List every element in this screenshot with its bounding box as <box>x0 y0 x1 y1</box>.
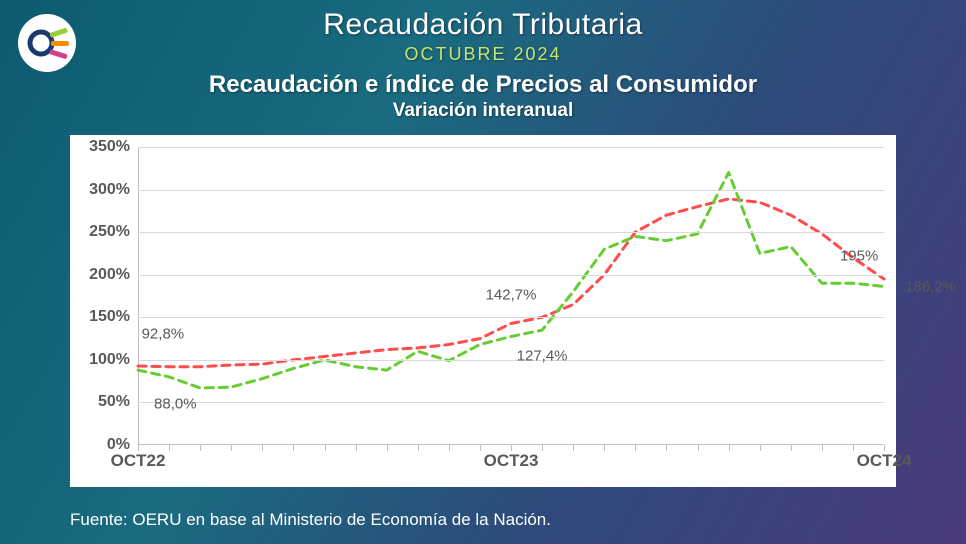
chart-annotation: 195% <box>840 247 878 264</box>
chart-container: 0%50%100%150%200%250%300%350%OCT22OCT23O… <box>70 135 896 487</box>
chart-annotation: 127,4% <box>517 347 568 364</box>
chart-plot-area: 0%50%100%150%200%250%300%350%OCT22OCT23O… <box>138 147 884 445</box>
series-recaudacion <box>138 173 884 389</box>
chart-title: Recaudación e índice de Precios al Consu… <box>0 71 966 99</box>
x-tickmark <box>200 445 201 451</box>
x-tickmark <box>387 445 388 451</box>
x-tickmark <box>169 445 170 451</box>
x-tickmark <box>729 445 730 451</box>
x-tickmark <box>822 445 823 451</box>
x-tickmark <box>231 445 232 451</box>
y-tick-label: 150% <box>89 308 130 326</box>
x-tickmark <box>666 445 667 451</box>
gridline <box>138 402 884 403</box>
x-tickmark <box>791 445 792 451</box>
gridline <box>138 232 884 233</box>
gridline <box>138 317 884 318</box>
logo-icon <box>24 20 70 66</box>
logo <box>18 14 76 72</box>
x-tick-label: OCT24 <box>857 451 912 471</box>
slide: Recaudación Tributaria OCTUBRE 2024 Reca… <box>0 0 966 544</box>
y-tick-label: 200% <box>89 266 130 284</box>
header: Recaudación Tributaria OCTUBRE 2024 Reca… <box>0 0 966 122</box>
x-tickmark <box>480 445 481 451</box>
chart-annotation: 88,0% <box>154 396 197 413</box>
y-tick-label: 250% <box>89 223 130 241</box>
x-tickmark <box>325 445 326 451</box>
x-tickmark <box>449 445 450 451</box>
chart-annotation: 186,2% <box>905 278 956 295</box>
y-tick-label: 50% <box>98 393 130 411</box>
x-tickmark <box>698 445 699 451</box>
chart-annotation: 142,7% <box>486 287 537 304</box>
x-tick-label: OCT23 <box>484 451 539 471</box>
page-title: Recaudación Tributaria <box>0 8 966 42</box>
y-tick-label: 100% <box>89 351 130 369</box>
chart-subtitle: Variación interanual <box>0 100 966 122</box>
x-tickmark <box>604 445 605 451</box>
x-tickmark <box>418 445 419 451</box>
source-text: Fuente: OERU en base al Ministerio de Ec… <box>70 510 551 530</box>
x-tickmark <box>853 445 854 451</box>
y-tick-label: 300% <box>89 181 130 199</box>
x-tickmark <box>573 445 574 451</box>
gridline <box>138 275 884 276</box>
series-ipc <box>138 199 884 367</box>
gridline <box>138 360 884 361</box>
gridline <box>138 190 884 191</box>
x-tickmark <box>293 445 294 451</box>
gridline <box>138 147 884 148</box>
date-subtitle: OCTUBRE 2024 <box>0 44 966 65</box>
x-tickmark <box>635 445 636 451</box>
y-tick-label: 350% <box>89 138 130 156</box>
x-tickmark <box>262 445 263 451</box>
x-tickmark <box>542 445 543 451</box>
x-tickmark <box>356 445 357 451</box>
x-tick-label: OCT22 <box>111 451 166 471</box>
x-tickmark <box>760 445 761 451</box>
chart-annotation: 92,8% <box>142 326 185 343</box>
